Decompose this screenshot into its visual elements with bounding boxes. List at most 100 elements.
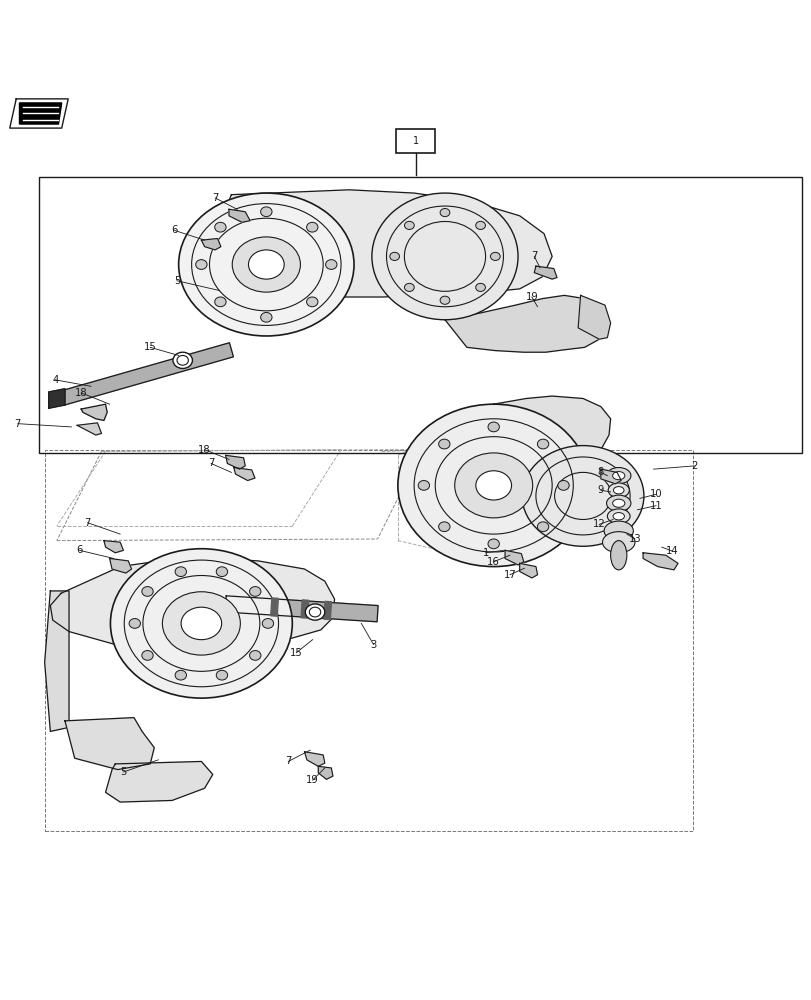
Text: 18: 18 [198,445,211,455]
Ellipse shape [612,513,624,520]
Polygon shape [534,266,556,279]
Text: 13: 13 [628,534,641,544]
Text: 19: 19 [306,775,319,785]
Polygon shape [225,596,378,622]
Ellipse shape [389,252,399,260]
Ellipse shape [307,297,318,307]
Ellipse shape [178,193,354,336]
Ellipse shape [537,522,548,532]
Ellipse shape [260,207,272,217]
Ellipse shape [490,252,500,260]
Ellipse shape [173,352,192,368]
Bar [39,177,801,453]
Polygon shape [49,389,65,408]
Text: 15: 15 [290,648,303,658]
Text: 1: 1 [482,548,488,558]
Ellipse shape [309,607,320,617]
Text: 5: 5 [174,276,180,286]
Ellipse shape [249,651,260,660]
Ellipse shape [610,541,626,570]
Polygon shape [600,469,620,484]
Polygon shape [225,455,245,469]
Ellipse shape [475,283,485,291]
Text: 12: 12 [592,519,605,529]
Ellipse shape [454,453,532,518]
Polygon shape [104,541,123,553]
Polygon shape [318,766,333,779]
Polygon shape [519,563,537,578]
Ellipse shape [603,521,633,541]
Ellipse shape [142,587,153,596]
Ellipse shape [162,592,240,655]
Polygon shape [19,103,62,124]
Text: 4: 4 [52,375,58,385]
Text: 6: 6 [171,225,178,235]
Text: 10: 10 [649,489,662,499]
Ellipse shape [216,670,227,680]
Polygon shape [45,591,69,731]
Ellipse shape [440,296,449,304]
Ellipse shape [249,587,260,596]
Polygon shape [642,553,677,570]
Ellipse shape [404,283,414,291]
Text: 19: 19 [525,292,538,302]
Ellipse shape [521,446,643,546]
Polygon shape [77,423,101,435]
Polygon shape [204,190,551,297]
Text: 7: 7 [208,458,214,468]
Text: 7: 7 [285,756,291,766]
Ellipse shape [214,297,225,307]
Ellipse shape [611,499,624,507]
Polygon shape [10,99,68,128]
Polygon shape [324,601,331,620]
Ellipse shape [307,222,318,232]
Ellipse shape [129,619,140,628]
Text: 7: 7 [15,419,21,429]
Ellipse shape [305,604,324,620]
Ellipse shape [440,208,449,217]
Ellipse shape [175,670,187,680]
Polygon shape [229,209,250,222]
Ellipse shape [404,221,414,229]
Ellipse shape [248,250,284,279]
Ellipse shape [606,468,630,484]
Polygon shape [483,396,610,463]
Text: 1: 1 [412,136,418,146]
Polygon shape [577,295,610,339]
Text: 5: 5 [120,767,127,777]
Ellipse shape [602,532,634,553]
Text: 6: 6 [76,545,83,555]
Text: 16: 16 [487,557,500,567]
Text: 2: 2 [690,461,697,471]
Ellipse shape [177,355,188,365]
Polygon shape [504,550,523,565]
Polygon shape [65,718,154,770]
Ellipse shape [613,487,624,494]
Ellipse shape [260,312,272,322]
Ellipse shape [537,439,548,449]
Ellipse shape [397,404,589,567]
Polygon shape [109,558,131,573]
Text: 3: 3 [370,640,376,650]
Ellipse shape [475,471,511,500]
Ellipse shape [438,522,449,532]
Text: 7: 7 [212,193,218,203]
Text: 14: 14 [665,546,678,556]
Ellipse shape [475,221,485,229]
Text: 7: 7 [84,518,91,528]
Ellipse shape [262,619,273,628]
Text: 8: 8 [597,467,603,477]
Ellipse shape [195,260,207,269]
Polygon shape [201,239,221,250]
Ellipse shape [438,439,449,449]
Ellipse shape [214,222,225,232]
Ellipse shape [175,567,187,577]
Polygon shape [304,752,324,766]
Polygon shape [444,295,604,352]
Ellipse shape [606,495,630,511]
Ellipse shape [142,651,153,660]
Ellipse shape [371,193,517,320]
Ellipse shape [325,260,337,269]
Text: 17: 17 [503,570,516,580]
Polygon shape [270,598,278,616]
